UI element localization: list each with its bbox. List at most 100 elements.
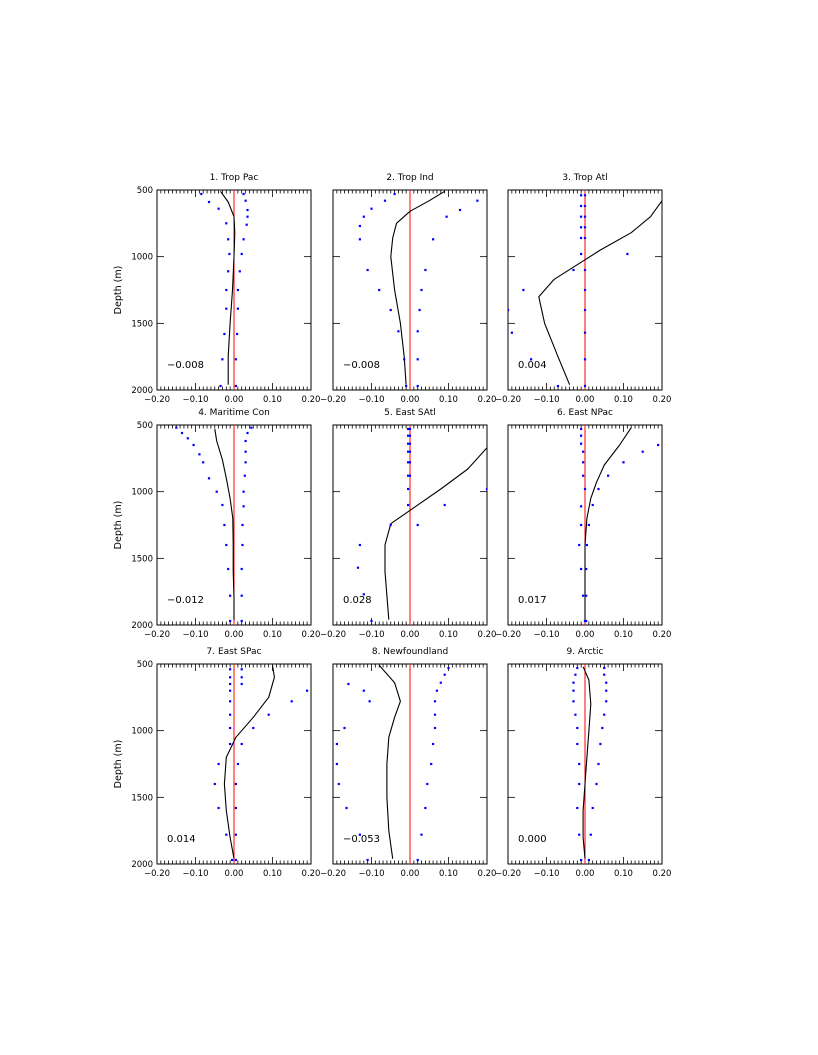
- dot-left: [217, 207, 220, 210]
- dot-right: [432, 238, 435, 241]
- dot-right: [236, 332, 239, 336]
- dot-right: [439, 681, 442, 684]
- x-tick-label: 0.10: [614, 869, 633, 879]
- x-tick-label: 0.20: [653, 395, 672, 405]
- dot-left: [207, 477, 211, 480]
- panel-title: 1. Trop Pac: [210, 173, 259, 183]
- plot-area: [578, 425, 660, 625]
- x-tick-label: −0.10: [358, 630, 384, 640]
- panel-title: 8. Newfoundland: [372, 647, 448, 657]
- x-tick-label: 0.00: [225, 630, 244, 640]
- dot-left: [362, 593, 365, 596]
- y-tick-label: 1000: [131, 727, 153, 737]
- x-tick-label: 0.10: [614, 395, 633, 405]
- dot-left: [580, 226, 583, 229]
- dot-right: [587, 858, 590, 862]
- plot-area: [200, 190, 249, 390]
- y-tick-label: 1000: [131, 488, 153, 498]
- profile-line: [584, 427, 632, 620]
- dot-right: [242, 490, 245, 493]
- dot-right: [408, 434, 412, 437]
- dot-right: [445, 215, 448, 218]
- panel-title: 3. Trop Atl: [562, 173, 607, 183]
- dot-left: [186, 437, 189, 440]
- dot-left: [335, 742, 338, 746]
- x-tick-label: 0.20: [302, 869, 321, 879]
- dot-left: [370, 207, 373, 210]
- dot-right: [603, 673, 606, 676]
- dot-left: [407, 503, 410, 507]
- dot-left: [578, 782, 581, 786]
- dot-right: [234, 806, 237, 810]
- dot-left: [407, 487, 410, 491]
- dot-right: [585, 594, 588, 597]
- dot-right: [583, 215, 587, 218]
- dot-right: [242, 238, 245, 241]
- dot-left: [556, 384, 560, 388]
- x-tick-label: 0.00: [576, 630, 595, 640]
- dot-right: [433, 700, 437, 703]
- dot-left: [229, 700, 232, 703]
- x-tick-label: −0.20: [495, 395, 521, 405]
- dot-left: [572, 681, 575, 684]
- dot-left: [389, 308, 392, 312]
- x-tick-label: 0.20: [653, 869, 672, 879]
- dot-left: [403, 358, 406, 361]
- dot-right: [583, 204, 587, 208]
- dot-right: [583, 226, 587, 229]
- dot-left: [405, 384, 408, 388]
- dot-right: [246, 431, 249, 435]
- panel-8: 8. Newfoundland −0.20 −0.10 0.00 0.10 0.20 −0.…: [320, 647, 497, 879]
- dot-left: [207, 200, 211, 204]
- x-tick-label: −0.20: [320, 869, 346, 879]
- profile-line: [582, 666, 592, 859]
- dot-right: [430, 762, 433, 766]
- dot-right: [240, 676, 243, 679]
- dot-left: [510, 331, 513, 334]
- dot-left: [175, 426, 178, 429]
- dot-left: [580, 434, 583, 437]
- dot-right: [657, 443, 660, 447]
- dot-right: [244, 461, 247, 464]
- dot-right: [416, 384, 419, 388]
- dot-right: [485, 487, 487, 491]
- dot-left: [580, 858, 583, 862]
- dot-right: [242, 192, 245, 196]
- dot-right: [234, 833, 237, 836]
- dot-left: [229, 713, 232, 716]
- dot-left: [574, 673, 577, 676]
- plot-area: [356, 425, 487, 625]
- dot-left: [343, 726, 346, 730]
- dot-left: [522, 288, 525, 292]
- x-tick-label: −0.20: [144, 869, 170, 879]
- x-tick-label: 0.20: [478, 869, 497, 879]
- dot-right: [234, 782, 237, 786]
- dot-right: [290, 700, 293, 703]
- dot-right: [236, 307, 239, 310]
- dot-left: [572, 689, 575, 692]
- y-axis-label: Depth (m): [113, 501, 124, 550]
- dot-left: [407, 450, 410, 453]
- dot-left: [580, 442, 583, 445]
- dot-right: [443, 673, 446, 676]
- dot-left: [217, 806, 220, 810]
- dot-left: [366, 268, 369, 272]
- dot-right: [238, 270, 241, 273]
- x-tick-label: −0.10: [533, 869, 559, 879]
- dot-left: [576, 742, 579, 746]
- plot-area: [175, 425, 253, 625]
- dot-left: [345, 806, 348, 810]
- dot-left: [580, 252, 583, 256]
- dot-left: [229, 742, 232, 746]
- x-tick-label: 0.10: [614, 630, 633, 640]
- dot-left: [229, 726, 232, 730]
- dot-right: [589, 833, 592, 836]
- dot-right: [416, 358, 419, 361]
- dot-left: [227, 270, 230, 273]
- panel-title: 7. East SPac: [207, 647, 262, 657]
- x-tick-label: 0.10: [263, 395, 282, 405]
- dot-left: [378, 288, 381, 292]
- dot-left: [582, 450, 585, 453]
- dot-left: [580, 236, 583, 240]
